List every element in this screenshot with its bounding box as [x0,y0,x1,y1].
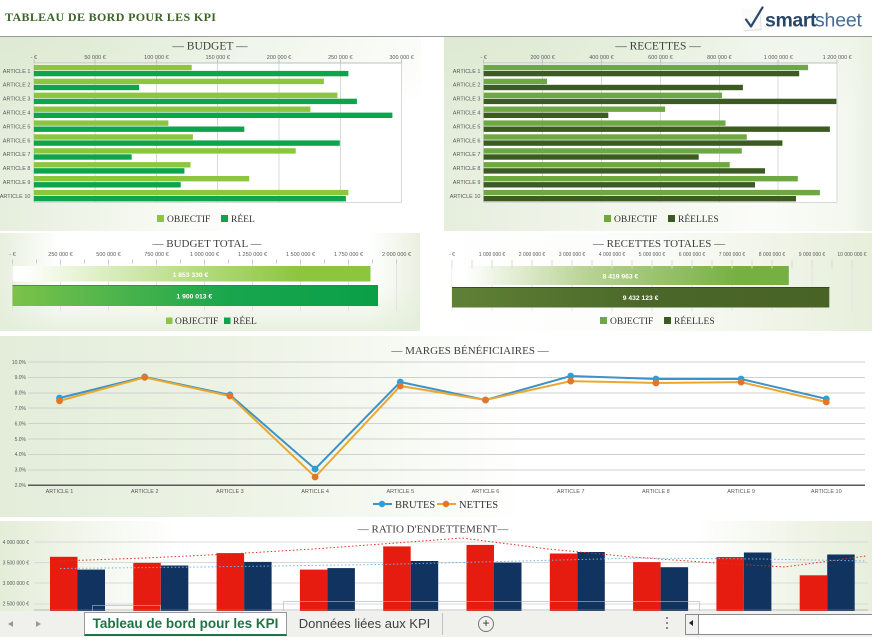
svg-text:10 000 000 €: 10 000 000 € [837,252,866,258]
svg-text:smart: smart [765,10,817,32]
svg-text:800 000 €: 800 000 € [707,55,731,61]
svg-text:ARTICLE 4: ARTICLE 4 [453,111,481,117]
svg-text:— RATIO D'ENDETTEMENT—: — RATIO D'ENDETTEMENT— [357,524,509,536]
svg-text:10.0%: 10.0% [12,360,27,366]
svg-text:3 000 000 €: 3 000 000 € [3,581,30,587]
svg-text:ARTICLE 10: ARTICLE 10 [450,194,481,200]
svg-text:1 500 000 €: 1 500 000 € [286,252,315,258]
svg-text:sheet: sheet [815,10,862,32]
svg-text:ARTICLE 8: ARTICLE 8 [642,489,670,495]
svg-text:ARTICLE 1: ARTICLE 1 [3,69,31,75]
svg-text:2 000 000 €: 2 000 000 € [382,252,411,258]
svg-text:ARTICLE 8: ARTICLE 8 [453,166,481,172]
svg-text:- €: - € [480,55,486,61]
svg-text:ARTICLE 1: ARTICLE 1 [46,489,74,495]
svg-text:ARTICLE 10: ARTICLE 10 [811,489,842,495]
svg-text:50 000 €: 50 000 € [84,55,105,61]
svg-text:7 000 000 €: 7 000 000 € [719,252,746,258]
svg-text:5.0%: 5.0% [15,437,27,443]
svg-text:200 000 €: 200 000 € [267,55,291,61]
svg-text:ARTICLE 9: ARTICLE 9 [3,180,31,186]
svg-text:ARTICLE 5: ARTICLE 5 [453,124,481,130]
svg-text:RÉELLES: RÉELLES [678,213,719,225]
svg-text:5 000 000 €: 5 000 000 € [639,252,666,258]
svg-text:300 000 €: 300 000 € [389,55,413,61]
svg-text:9 000 000 €: 9 000 000 € [799,252,826,258]
svg-text:ARTICLE 3: ARTICLE 3 [453,97,481,103]
svg-text:— RECETTES TOTALES —: — RECETTES TOTALES — [592,238,726,250]
svg-text:ARTICLE 9: ARTICLE 9 [727,489,755,495]
svg-text:100 000 €: 100 000 € [144,55,168,61]
svg-text:ARTICLE 7: ARTICLE 7 [3,152,31,158]
svg-text:OBJECTIF: OBJECTIF [167,215,210,225]
svg-text:RÉEL: RÉEL [231,213,255,225]
svg-text:8.0%: 8.0% [15,391,27,397]
svg-text:600 000 €: 600 000 € [648,55,672,61]
svg-text:3 500 000 €: 3 500 000 € [3,560,30,566]
svg-text:ARTICLE 7: ARTICLE 7 [557,489,585,495]
svg-text:4 000 000 €: 4 000 000 € [3,540,30,546]
svg-text:— BUDGET TOTAL —: — BUDGET TOTAL — [151,238,262,250]
svg-text:1 250 000 €: 1 250 000 € [238,252,267,258]
svg-text:3.0%: 3.0% [15,468,27,474]
svg-text:ARTICLE 2: ARTICLE 2 [3,83,31,89]
svg-text:4 000 000 €: 4 000 000 € [599,252,626,258]
svg-text:750 000 €: 750 000 € [144,252,168,258]
svg-text:ARTICLE 6: ARTICLE 6 [3,138,31,144]
svg-text:200 000 €: 200 000 € [530,55,554,61]
svg-text:- €: - € [31,55,37,61]
svg-text:1 000 000 €: 1 000 000 € [764,55,793,61]
svg-text:1 900 013 €: 1 900 013 € [176,294,212,301]
svg-text:9.0%: 9.0% [15,375,27,381]
svg-text:— BUDGET —: — BUDGET — [171,40,248,52]
svg-text:1 853 330 €: 1 853 330 € [173,272,209,279]
svg-text:250 000 €: 250 000 € [48,252,72,258]
svg-text:ARTICLE 4: ARTICLE 4 [301,489,329,495]
svg-text:1 750 000 €: 1 750 000 € [334,252,363,258]
svg-text:RÉEL: RÉEL [233,315,257,327]
svg-text:ARTICLE 6: ARTICLE 6 [453,138,481,144]
svg-text:ARTICLE 3: ARTICLE 3 [3,97,31,103]
svg-text:250 000 €: 250 000 € [328,55,352,61]
svg-text:2 500 000 €: 2 500 000 € [3,602,30,608]
svg-text:8 419 963 €: 8 419 963 € [603,274,639,281]
svg-text:400 000 €: 400 000 € [589,55,613,61]
svg-text:500 000 €: 500 000 € [96,252,120,258]
svg-text:ARTICLE 1: ARTICLE 1 [453,69,481,75]
svg-text:- €: - € [449,252,455,258]
svg-text:ARTICLE 8: ARTICLE 8 [3,166,31,172]
svg-text:150 000 €: 150 000 € [205,55,229,61]
svg-text:ARTICLE 5: ARTICLE 5 [386,489,414,495]
svg-text:8 000 000 €: 8 000 000 € [759,252,786,258]
svg-text:ARTICLE 6: ARTICLE 6 [472,489,500,495]
svg-text:1 000 000 €: 1 000 000 € [190,252,219,258]
svg-text:3 000 000 €: 3 000 000 € [559,252,586,258]
svg-text:OBJECTIF: OBJECTIF [614,215,657,225]
svg-text:ARTICLE 7: ARTICLE 7 [453,152,481,158]
svg-text:OBJECTIF: OBJECTIF [610,317,653,327]
svg-text:- €: - € [9,252,15,258]
svg-text:— RECETTES —: — RECETTES — [614,40,701,52]
svg-text:2.0%: 2.0% [15,483,27,489]
svg-text:9 432 123 €: 9 432 123 € [623,295,659,302]
svg-text:ARTICLE 5: ARTICLE 5 [3,124,31,130]
svg-text:ARTICLE 10: ARTICLE 10 [0,194,31,200]
svg-text:NETTES: NETTES [459,500,498,511]
svg-text:4.0%: 4.0% [15,452,27,458]
svg-text:1 200 000 €: 1 200 000 € [823,55,852,61]
svg-text:ARTICLE 2: ARTICLE 2 [131,489,159,495]
svg-text:ARTICLE 2: ARTICLE 2 [453,83,481,89]
svg-text:BRUTES: BRUTES [395,500,435,511]
svg-text:1 000 000 €: 1 000 000 € [479,252,506,258]
svg-text:ARTICLE 3: ARTICLE 3 [216,489,244,495]
svg-text:RÉELLES: RÉELLES [674,315,715,327]
svg-text:ARTICLE 9: ARTICLE 9 [453,180,481,186]
svg-text:7.0%: 7.0% [15,406,27,412]
svg-text:6 000 000 €: 6 000 000 € [679,252,706,258]
svg-text:2 000 000 €: 2 000 000 € [519,252,546,258]
svg-text:ARTICLE 4: ARTICLE 4 [3,111,31,117]
svg-text:OBJECTIF: OBJECTIF [175,317,218,327]
svg-text:6.0%: 6.0% [15,421,27,427]
svg-text:— MARGES BÉNÉFICIAIRES —: — MARGES BÉNÉFICIAIRES — [390,345,549,357]
